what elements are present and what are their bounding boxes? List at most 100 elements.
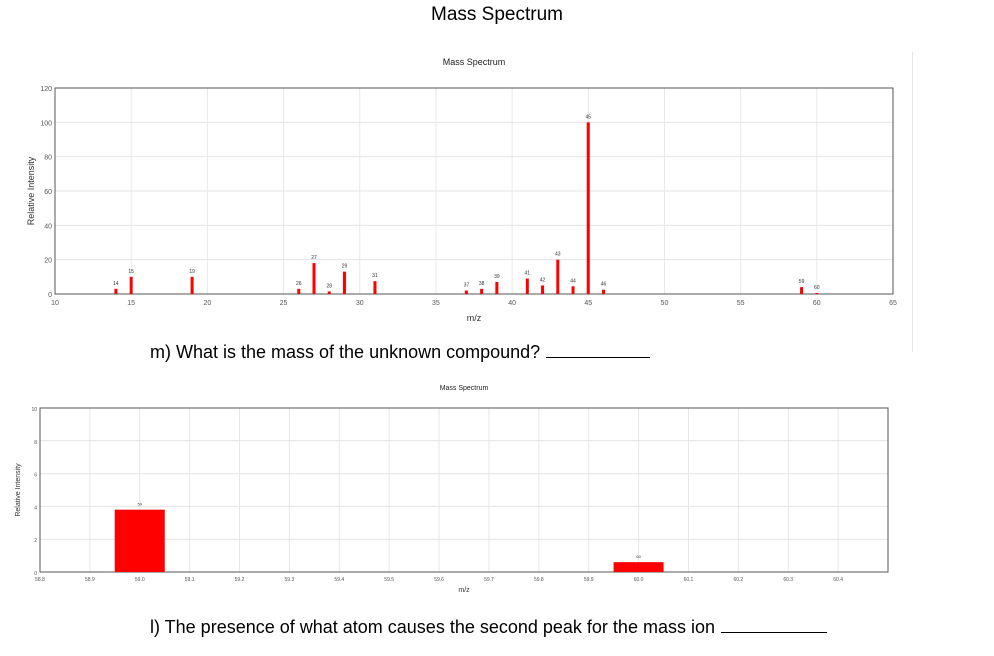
x-tick-label: 59.9 <box>584 577 594 583</box>
y-tick-label: 10 <box>31 407 37 413</box>
y-tick-label: 0 <box>48 292 52 299</box>
x-tick-label: 10 <box>51 300 59 307</box>
data-label-mz-59: 59 <box>138 502 143 507</box>
x-tick-label: 58.9 <box>85 577 95 583</box>
x-tick-label: 60.0 <box>634 577 644 583</box>
bar-mz-28 <box>327 291 331 294</box>
chart-title: Mass Spectrum <box>443 57 506 67</box>
data-label-mz-27: 27 <box>311 255 317 261</box>
y-tick-label: 20 <box>44 258 52 265</box>
y-tick-label: 100 <box>40 120 52 127</box>
y-tick-label: 8 <box>34 440 37 446</box>
x-tick-label: 60.4 <box>833 577 843 583</box>
bar-mz-59 <box>114 509 165 572</box>
data-label-mz-46: 46 <box>601 282 607 288</box>
x-tick-label: 45 <box>584 300 592 307</box>
data-label-mz-42: 42 <box>540 277 546 283</box>
chart-title: Mass Spectrum <box>440 385 489 392</box>
plot-frame <box>39 407 889 573</box>
bar-mz-46 <box>602 289 606 294</box>
question-l-text: l) The presence of what atom causes the … <box>150 617 715 637</box>
bar-mz-26 <box>297 288 301 294</box>
x-tick-label: 59.0 <box>135 577 145 583</box>
bar-mz-59 <box>800 287 804 294</box>
x-tick-label: 15 <box>127 300 135 307</box>
bar-mz-19 <box>190 276 194 294</box>
data-label-mz-39: 39 <box>494 274 500 280</box>
bar-mz-31 <box>373 281 377 294</box>
mass-spectrum-chart-zoom: Mass Spectrum 0 2 4 6 8 10 58.8 58.9 59.0 59.1 59.2… <box>0 380 915 602</box>
data-label-mz-14: 14 <box>113 281 119 287</box>
x-tick-label: 20 <box>203 300 211 307</box>
x-tick-label: 60.3 <box>783 577 793 583</box>
x-tick-label: 30 <box>356 300 364 307</box>
x-tick-label: 60.2 <box>733 577 743 583</box>
page-title: Mass Spectrum <box>431 4 563 25</box>
y-tick-label: 6 <box>34 473 37 479</box>
data-label-mz-29: 29 <box>342 264 348 270</box>
data-label-mz-43: 43 <box>555 252 561 258</box>
y-tick-label: 40 <box>44 223 52 230</box>
x-tick-label: 59.5 <box>384 577 394 583</box>
data-label-mz-28: 28 <box>326 283 332 289</box>
data-label-mz-19: 19 <box>189 269 195 275</box>
y-tick-label: 2 <box>34 538 37 544</box>
answer-blank-m[interactable] <box>546 341 651 358</box>
bar-mz-38 <box>480 288 484 294</box>
bar-mz-29 <box>342 271 346 294</box>
data-label-mz-44: 44 <box>570 278 576 284</box>
y-tick-label: 120 <box>40 86 52 93</box>
x-tick-label: 59.7 <box>484 577 494 583</box>
data-label-mz-60: 60 <box>636 554 641 559</box>
x-tick-label: 40 <box>508 300 516 307</box>
x-tick-label: 50 <box>661 300 669 307</box>
x-tick-label: 65 <box>889 300 897 307</box>
x-tick-label: 25 <box>280 300 288 307</box>
bar-mz-44 <box>571 286 575 294</box>
x-tick-label: 59.2 <box>235 577 245 583</box>
data-label-mz-60: 60 <box>814 285 820 291</box>
y-tick-label: 60 <box>44 189 52 196</box>
x-tick-label: 60 <box>813 300 821 307</box>
question-m: m) What is the mass of the unknown compo… <box>150 341 651 363</box>
x-tick-label: 58.8 <box>35 577 45 583</box>
bar-mz-39 <box>495 281 499 294</box>
data-label-mz-41: 41 <box>525 271 531 277</box>
x-tick-label: 59.6 <box>434 577 444 583</box>
x-tick-label: 59.4 <box>334 577 344 583</box>
x-tick-label: 60.1 <box>684 577 694 583</box>
x-tick-label: 35 <box>432 300 440 307</box>
bar-mz-14 <box>114 288 118 294</box>
bar-mz-43 <box>556 259 560 294</box>
x-tick-label: 55 <box>737 300 745 307</box>
x-tick-label: 59.8 <box>534 577 544 583</box>
question-l: l) The presence of what atom causes the … <box>150 616 827 638</box>
bar-mz-27 <box>312 263 316 294</box>
bar-mz-45 <box>586 122 590 294</box>
page-edge-divider <box>912 52 913 352</box>
data-label-mz-59: 59 <box>799 279 805 285</box>
data-label-mz-37: 37 <box>464 283 470 289</box>
chart-full-svg: Mass Spectrum 0 20 40 60 80 100 120 10 15 20 25 30 35… <box>26 57 897 322</box>
mass-spectrum-chart-full: Mass Spectrum 0 20 40 60 80 100 120 10 15 20 25 30 35… <box>0 50 915 322</box>
answer-blank-l[interactable] <box>720 616 827 633</box>
x-tick-label: 59.3 <box>285 577 295 583</box>
y-tick-label: 80 <box>44 155 52 162</box>
data-label-mz-15: 15 <box>128 269 134 275</box>
x-axis-label: m/z <box>458 587 470 594</box>
bar-mz-60 <box>815 292 819 294</box>
bar-mz-42 <box>541 285 545 294</box>
y-axis-label: Relative Intensity <box>15 463 22 517</box>
y-axis-label: Relative Intensity <box>26 156 36 225</box>
question-m-text: m) What is the mass of the unknown compo… <box>150 342 541 362</box>
data-label-mz-38: 38 <box>479 281 485 287</box>
x-axis-label: m/z <box>467 313 482 322</box>
bar-mz-60 <box>613 562 664 572</box>
chart-zoom-svg: Mass Spectrum 0 2 4 6 8 10 58.8 58.9 59.0 59.1 59.2… <box>15 385 889 594</box>
bar-mz-37 <box>464 290 468 294</box>
bar-mz-15 <box>129 276 133 294</box>
bar-mz-41 <box>525 278 529 294</box>
data-label-mz-45: 45 <box>585 114 591 120</box>
y-tick-label: 4 <box>34 505 37 511</box>
y-tick-label: 0 <box>34 571 37 577</box>
